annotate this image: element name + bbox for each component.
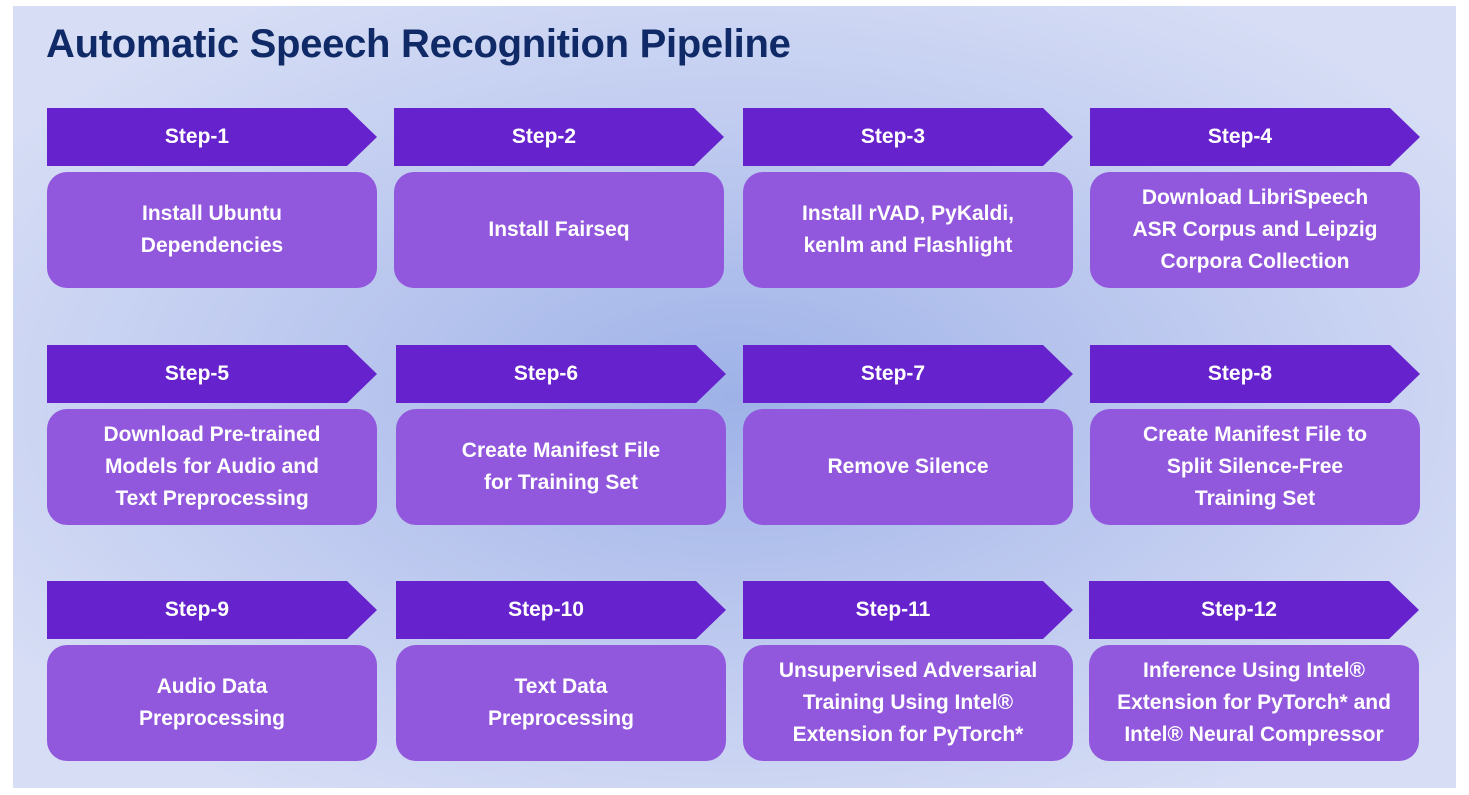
step-5: Step-5 Download Pre-trained Models for A… <box>47 345 377 525</box>
step-description: Create Manifest File for Training Set <box>461 439 661 494</box>
step-box: Create Manifest File to Split Silence-Fr… <box>1090 409 1420 525</box>
step-label: Step-4 <box>1207 125 1273 148</box>
step-description: Install Fairseq <box>488 218 630 241</box>
step-box: Remove Silence <box>743 409 1073 525</box>
step-arrow <box>396 581 726 639</box>
step-description: Audio Data Preprocessing <box>139 675 285 730</box>
step-label: Step-9 <box>164 598 230 621</box>
step-9: Step-9 Audio Data Preprocessing <box>47 581 377 761</box>
step-description: Install rVAD, PyKaldi, kenlm and Flashli… <box>802 202 1014 257</box>
step-arrow <box>394 108 724 166</box>
step-label: Step-3 <box>860 125 926 148</box>
step-label: Step-2 <box>511 125 577 148</box>
step-6: Step-6 Create Manifest File for Training… <box>396 345 726 525</box>
step-label: Step-7 <box>860 362 926 385</box>
step-11: Step-11 Unsupervised Adversarial Trainin… <box>743 581 1073 761</box>
step-label: Step-6 <box>513 362 579 385</box>
step-box: Text Data Preprocessing <box>396 645 726 761</box>
page-title: Automatic Speech Recognition Pipeline <box>46 22 791 66</box>
step-box: Download LibriSpeech ASR Corpus and Leip… <box>1090 172 1420 288</box>
step-label: Step-1 <box>164 125 230 148</box>
step-label: Step-10 <box>508 598 584 621</box>
step-description: Download LibriSpeech ASR Corpus and Leip… <box>1132 186 1378 273</box>
step-1: Step-1 Install Ubuntu Dependencies <box>47 108 377 288</box>
step-description: Text Data Preprocessing <box>488 675 634 730</box>
step-label: Step-12 <box>1201 598 1277 621</box>
step-arrow <box>47 108 377 166</box>
step-description: Inference Using Intel® Extension for PyT… <box>1117 659 1391 746</box>
step-description: Download Pre-trained Models for Audio an… <box>103 423 321 510</box>
step-label: Step-11 <box>855 598 931 621</box>
step-box: Install rVAD, PyKaldi, kenlm and Flashli… <box>743 172 1073 288</box>
step-12: Step-12 Inference Using Intel® Extension… <box>1089 581 1419 761</box>
step-box: Install Fairseq <box>394 172 724 288</box>
step-description: Create Manifest File to Split Silence-Fr… <box>1142 423 1368 510</box>
step-description: Install Ubuntu Dependencies <box>140 202 284 257</box>
step-3: Step-3 Install rVAD, PyKaldi, kenlm and … <box>743 108 1073 288</box>
step-arrow <box>743 581 1073 639</box>
step-arrow <box>743 108 1073 166</box>
step-arrow <box>1090 108 1420 166</box>
step-arrow <box>743 345 1073 403</box>
step-box: Download Pre-trained Models for Audio an… <box>47 409 377 525</box>
step-arrow <box>396 345 726 403</box>
step-8: Step-8 Create Manifest File to Split Sil… <box>1090 345 1420 525</box>
step-box: Audio Data Preprocessing <box>47 645 377 761</box>
step-arrow <box>47 581 377 639</box>
step-box: Create Manifest File for Training Set <box>396 409 726 525</box>
step-box: Unsupervised Adversarial Training Using … <box>743 645 1073 761</box>
step-description: Remove Silence <box>827 455 989 478</box>
step-description: Unsupervised Adversarial Training Using … <box>778 659 1038 746</box>
step-label: Step-5 <box>164 362 230 385</box>
step-arrow <box>1089 581 1419 639</box>
step-2: Step-2 Install Fairseq <box>394 108 724 288</box>
step-10: Step-10 Text Data Preprocessing <box>396 581 726 761</box>
step-label: Step-8 <box>1207 362 1273 385</box>
step-box: Inference Using Intel® Extension for PyT… <box>1089 645 1419 761</box>
step-box: Install Ubuntu Dependencies <box>47 172 377 288</box>
step-arrow <box>47 345 377 403</box>
step-4: Step-4 Download LibriSpeech ASR Corpus a… <box>1090 108 1420 288</box>
step-arrow <box>1090 345 1420 403</box>
step-7: Step-7 Remove Silence <box>743 345 1073 525</box>
